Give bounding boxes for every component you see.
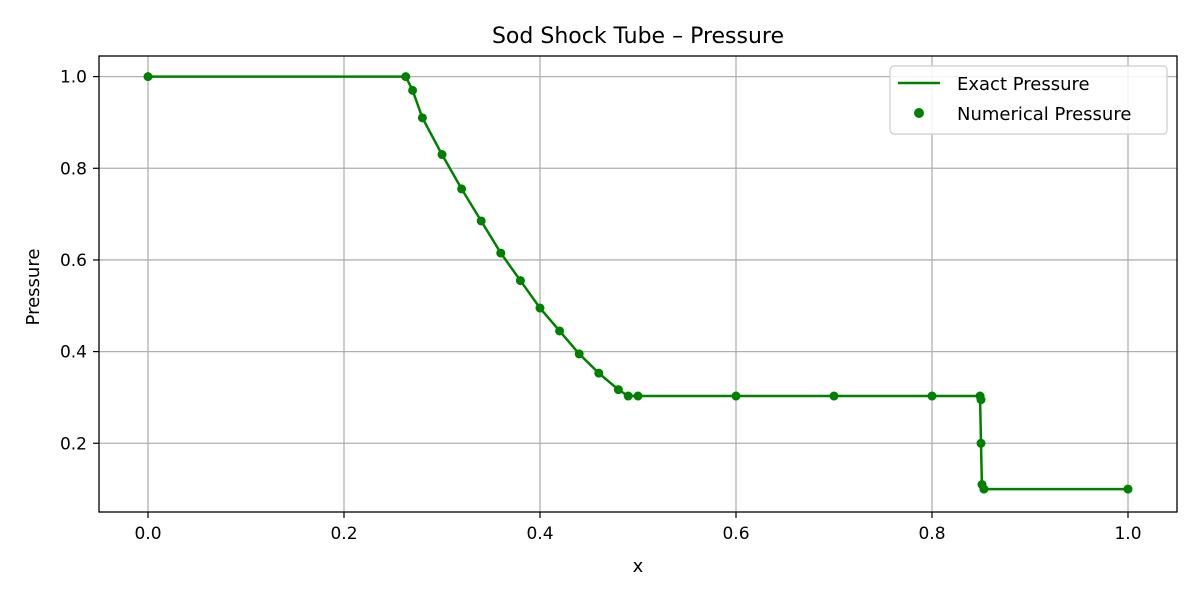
- x-tick: 0.8: [918, 512, 946, 544]
- x-axis-label: x: [633, 556, 644, 577]
- x-tick: 1.0: [1114, 512, 1142, 544]
- numerical-pressure-point: [457, 184, 467, 194]
- x-tick: 0.2: [330, 512, 358, 544]
- numerical-pressure-point: [417, 113, 427, 123]
- numerical-pressure-point: [437, 150, 447, 160]
- numerical-pressure-point: [829, 391, 839, 401]
- y-tick-label: 0.2: [60, 434, 87, 454]
- numerical-pressure-point: [594, 368, 604, 378]
- x-tick-label: 0.8: [918, 524, 945, 544]
- plot-data: [143, 72, 1133, 494]
- numerical-pressure-point: [731, 391, 741, 401]
- x-tick: 0.6: [722, 512, 750, 544]
- numerical-pressure-point: [623, 391, 633, 401]
- numerical-pressure-point: [408, 85, 418, 95]
- x-tick: 0.4: [526, 512, 554, 544]
- x-tick-label: 1.0: [1114, 524, 1141, 544]
- numerical-pressure-point: [476, 216, 486, 226]
- numerical-pressure-points: [143, 72, 1133, 494]
- numerical-pressure-point: [496, 248, 506, 258]
- x-tick-label: 0.2: [330, 524, 357, 544]
- x-tick-label: 0.4: [526, 524, 553, 544]
- numerical-pressure-point: [401, 72, 411, 82]
- chart-title: Sod Shock Tube – Pressure: [492, 24, 784, 49]
- y-tick: 0.8: [60, 159, 99, 179]
- y-tick: 0.2: [60, 434, 99, 454]
- y-tick: 0.4: [60, 343, 99, 363]
- legend-box: [889, 65, 1168, 135]
- numerical-pressure-point: [613, 385, 623, 395]
- legend-marker-swatch: [914, 108, 924, 118]
- numerical-pressure-point: [515, 276, 525, 286]
- numerical-pressure-point: [976, 438, 986, 448]
- y-axis-label: Pressure: [23, 249, 44, 326]
- y-axis-ticks: 0.2 0.4 0.6 0.8 1.0: [60, 68, 99, 454]
- numerical-pressure-point: [976, 395, 986, 405]
- y-tick-label: 0.8: [60, 159, 87, 179]
- numerical-pressure-point: [979, 484, 989, 494]
- y-tick-label: 1.0: [60, 68, 87, 88]
- y-tick-label: 0.6: [60, 251, 87, 271]
- numerical-pressure-point: [555, 326, 565, 336]
- y-tick: 1.0: [60, 68, 99, 88]
- plot-frame: [98, 55, 1178, 513]
- numerical-pressure-point: [574, 349, 584, 359]
- numerical-pressure-point: [535, 303, 545, 313]
- numerical-pressure-point: [143, 72, 153, 82]
- x-tick: 0.0: [134, 512, 162, 544]
- legend: Exact Pressure Numerical Pressure: [889, 65, 1168, 135]
- numerical-pressure-point: [633, 391, 643, 401]
- y-tick: 0.6: [60, 251, 99, 271]
- x-tick-label: 0.6: [722, 524, 749, 544]
- numerical-pressure-point: [927, 391, 937, 401]
- x-tick-label: 0.0: [134, 524, 161, 544]
- x-axis-ticks: 0.0 0.2 0.4 0.6 0.8 1.0: [134, 512, 1142, 544]
- y-tick-label: 0.4: [60, 343, 87, 363]
- numerical-pressure-point: [1123, 484, 1133, 494]
- legend-label-numerical: Numerical Pressure: [957, 104, 1131, 125]
- legend-label-exact: Exact Pressure: [957, 74, 1090, 95]
